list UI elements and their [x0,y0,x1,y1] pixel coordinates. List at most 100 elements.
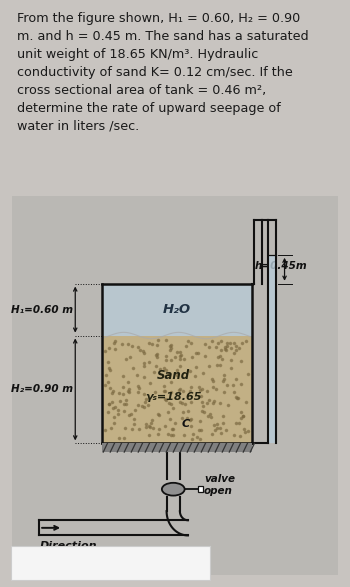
Point [169,356,174,365]
Point [167,414,173,424]
Point [116,433,121,443]
Point [231,387,236,396]
Point [233,346,238,355]
Point [243,397,249,407]
Point [240,411,246,420]
Point [238,432,243,441]
Point [236,343,241,353]
Point [135,387,141,396]
Point [187,386,192,395]
Point [188,397,194,407]
Point [147,421,152,431]
Point [174,370,180,380]
Point [245,369,251,379]
Point [120,390,126,399]
Point [123,354,128,363]
Text: Direction
of flow: Direction of flow [40,541,98,563]
Point [162,386,167,396]
Point [128,410,133,419]
Point [110,403,116,412]
Point [168,387,173,396]
Point [163,395,168,404]
Point [123,395,128,404]
Point [111,386,116,395]
Point [165,429,171,438]
Point [131,414,137,423]
Bar [102,284,252,336]
Point [112,419,117,428]
Point [131,420,137,429]
Text: h=0.45m: h=0.45m [255,261,307,271]
Point [187,415,193,424]
Point [202,340,208,349]
Point [224,338,230,348]
Point [233,342,239,351]
Point [169,399,174,409]
Point [185,407,190,416]
Point [180,399,185,408]
Point [177,348,183,357]
Point [166,407,171,417]
Point [188,414,194,424]
Point [108,423,114,433]
Point [179,351,184,360]
Point [102,425,107,434]
Bar [102,443,252,452]
Point [238,407,244,416]
Point [130,341,135,350]
Point [119,339,125,349]
Point [215,353,221,362]
Point [219,354,225,363]
Point [146,357,152,367]
Point [181,430,187,440]
Point [184,413,190,423]
Point [168,343,174,353]
Point [176,385,181,394]
Point [121,434,127,443]
Point [234,393,240,403]
Point [222,370,227,380]
Point [142,397,148,406]
Point [123,400,129,409]
Point [205,398,210,407]
Point [109,397,115,407]
Point [214,360,219,370]
Point [107,365,113,375]
Point [146,431,152,440]
Point [207,409,212,419]
Point [154,349,160,359]
Point [198,426,204,435]
Point [162,386,168,396]
Point [217,424,223,433]
Point [218,337,224,346]
Point [206,362,212,371]
Point [193,372,198,381]
Point [111,412,116,421]
Point [227,339,233,348]
Point [126,339,131,349]
Point [211,397,216,406]
Point [204,386,210,396]
Point [117,388,122,397]
Point [172,352,177,362]
Point [145,400,150,410]
Point [115,409,120,419]
Text: C: C [181,419,190,429]
Point [201,368,206,377]
Point [231,339,237,348]
Point [156,425,162,434]
Point [233,392,239,402]
Point [120,382,126,392]
Point [196,383,201,392]
Point [166,398,172,407]
Point [218,345,224,355]
Point [233,375,239,384]
Point [209,374,215,383]
Point [206,396,211,405]
Point [183,342,189,351]
Point [224,380,230,390]
Point [177,355,183,364]
Point [121,371,126,380]
Point [221,375,227,384]
Point [217,360,223,370]
